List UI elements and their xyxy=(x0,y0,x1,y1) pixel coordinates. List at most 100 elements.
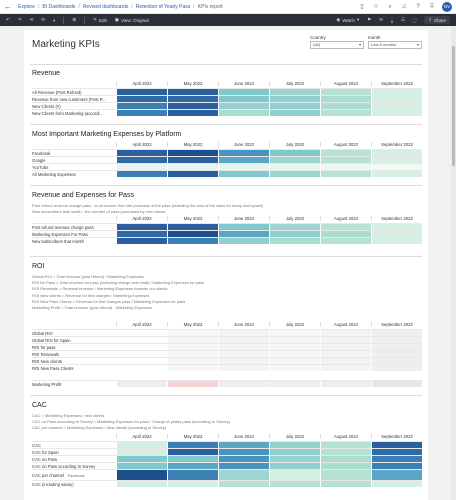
heatmap-cell[interactable] xyxy=(269,238,320,244)
search-icon[interactable]: ⌕ xyxy=(388,3,392,10)
heatmap-cell[interactable] xyxy=(371,171,422,177)
heatmap-cell[interactable] xyxy=(116,171,167,177)
heatmap-cell[interactable] xyxy=(218,89,269,95)
breadcrumb-retention[interactable]: Retention of Yearly Pass xyxy=(135,3,191,10)
heatmap-cell[interactable] xyxy=(116,330,167,336)
heatmap-cell[interactable] xyxy=(371,89,422,95)
heatmap-cell[interactable] xyxy=(116,351,167,357)
heatmap-cell[interactable] xyxy=(116,96,167,102)
heatmap-cell[interactable] xyxy=(320,463,371,469)
heatmap-cell[interactable] xyxy=(371,365,422,371)
heatmap-cell[interactable] xyxy=(371,96,422,102)
heatmap-cell[interactable] xyxy=(167,157,218,163)
notifications-icon[interactable]: ♫ xyxy=(401,3,407,10)
heatmap-cell[interactable] xyxy=(269,365,320,371)
heatmap-cell[interactable] xyxy=(320,164,371,170)
heatmap-cell[interactable] xyxy=(218,470,269,480)
heatmap-cell[interactable] xyxy=(116,89,167,95)
heatmap-cell[interactable] xyxy=(218,164,269,170)
vertical-scrollbar[interactable] xyxy=(451,26,456,500)
heatmap-cell[interactable] xyxy=(116,164,167,170)
scrollbar-thumb[interactable] xyxy=(452,46,455,166)
heatmap-cell[interactable] xyxy=(371,381,422,387)
heatmap-cell[interactable] xyxy=(167,224,218,230)
heatmap-cell[interactable] xyxy=(218,330,269,336)
heatmap-cell[interactable] xyxy=(167,337,218,343)
comments-icon[interactable]: ☰ xyxy=(401,17,406,22)
heatmap-cell[interactable] xyxy=(320,224,371,230)
alert-icon[interactable]: ⚑ xyxy=(367,17,372,22)
heatmap-cell[interactable] xyxy=(167,344,218,350)
heatmap-cell[interactable] xyxy=(371,224,422,230)
heatmap-cell[interactable] xyxy=(218,110,269,116)
redo-icon[interactable]: ↷ xyxy=(17,17,22,22)
heatmap-cell[interactable] xyxy=(320,337,371,343)
heatmap-cell[interactable] xyxy=(167,103,218,109)
heatmap-cell[interactable] xyxy=(167,164,218,170)
breadcrumb-explore[interactable]: Explore xyxy=(18,3,35,10)
refresh-icon[interactable]: ⟳ xyxy=(41,17,46,22)
heatmap-cell[interactable] xyxy=(218,456,269,462)
heatmap-cell[interactable] xyxy=(116,238,167,244)
heatmap-cell[interactable] xyxy=(269,110,320,116)
heatmap-cell[interactable] xyxy=(320,344,371,350)
heatmap-cell[interactable] xyxy=(218,442,269,448)
apps-grid-icon[interactable]: ⠿ xyxy=(429,3,435,10)
heatmap-cell[interactable] xyxy=(116,442,167,448)
heatmap-cell[interactable] xyxy=(320,381,371,387)
heatmap-cell[interactable] xyxy=(269,358,320,364)
heatmap-cell[interactable] xyxy=(116,224,167,230)
heatmap-cell[interactable] xyxy=(371,103,422,109)
heatmap-cell[interactable] xyxy=(269,171,320,177)
heatmap-cell[interactable] xyxy=(269,96,320,102)
heatmap-cell[interactable] xyxy=(371,330,422,336)
heatmap-cell[interactable] xyxy=(116,150,167,156)
heatmap-cell[interactable] xyxy=(218,481,269,487)
heatmap-cell[interactable] xyxy=(218,96,269,102)
heatmap-cell[interactable] xyxy=(320,330,371,336)
subscribe-icon[interactable]: ✉ xyxy=(379,17,383,22)
heatmap-cell[interactable] xyxy=(269,103,320,109)
heatmap-cell[interactable] xyxy=(218,463,269,469)
heatmap-cell[interactable] xyxy=(218,344,269,350)
heatmap-cell[interactable] xyxy=(269,231,320,237)
heatmap-cell[interactable] xyxy=(167,470,218,480)
heatmap-cell[interactable] xyxy=(269,456,320,462)
heatmap-cell[interactable] xyxy=(116,449,167,455)
heatmap-cell[interactable] xyxy=(116,456,167,462)
heatmap-cell[interactable] xyxy=(320,110,371,116)
heatmap-cell[interactable] xyxy=(269,463,320,469)
heatmap-cell[interactable] xyxy=(320,157,371,163)
heatmap-cell[interactable] xyxy=(371,164,422,170)
heatmap-cell[interactable] xyxy=(371,456,422,462)
heatmap-cell[interactable] xyxy=(320,89,371,95)
heatmap-cell[interactable] xyxy=(116,231,167,237)
heatmap-cell[interactable] xyxy=(269,224,320,230)
heatmap-cell[interactable] xyxy=(167,358,218,364)
heatmap-cell[interactable] xyxy=(116,481,167,487)
heatmap-cell[interactable] xyxy=(218,171,269,177)
heatmap-cell[interactable] xyxy=(320,351,371,357)
pause-icon[interactable]: ⏸ xyxy=(53,17,56,23)
heatmap-cell[interactable] xyxy=(269,89,320,95)
heatmap-cell[interactable] xyxy=(116,110,167,116)
heatmap-cell[interactable] xyxy=(116,103,167,109)
heatmap-cell[interactable] xyxy=(218,358,269,364)
heatmap-cell[interactable] xyxy=(371,463,422,469)
avatar[interactable]: NV xyxy=(442,1,452,12)
heatmap-cell[interactable] xyxy=(269,157,320,163)
heatmap-cell[interactable] xyxy=(320,103,371,109)
heatmap-cell[interactable] xyxy=(320,238,371,244)
heatmap-cell[interactable] xyxy=(320,150,371,156)
heatmap-cell[interactable] xyxy=(269,481,320,487)
heatmap-cell[interactable] xyxy=(218,337,269,343)
edit-button[interactable]: ✎ Edit xyxy=(93,17,107,23)
heatmap-cell[interactable] xyxy=(371,231,422,237)
mobile-icon[interactable]: ▯ xyxy=(360,3,364,10)
heatmap-cell[interactable] xyxy=(371,449,422,455)
heatmap-cell[interactable] xyxy=(320,442,371,448)
revert-icon[interactable]: ⟲ xyxy=(29,17,34,22)
fullscreen-icon[interactable]: ⛶ xyxy=(413,17,417,23)
heatmap-cell[interactable] xyxy=(320,449,371,455)
heatmap-cell[interactable] xyxy=(218,224,269,230)
